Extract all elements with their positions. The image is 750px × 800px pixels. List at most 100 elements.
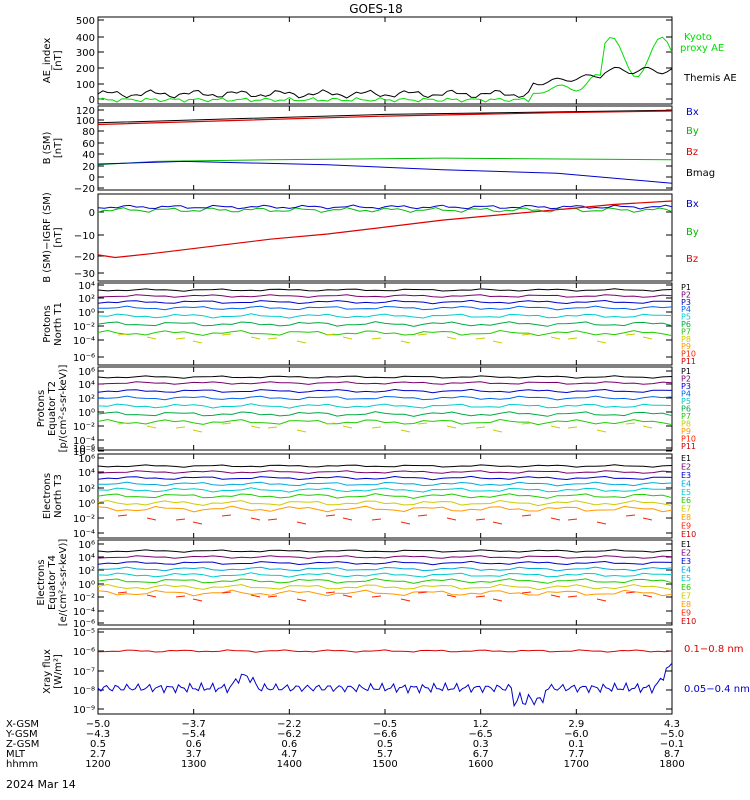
series-dash [625, 422, 636, 425]
y-tick-label: 10⁻⁶ [73, 647, 95, 658]
series-e2 [97, 470, 673, 474]
series-p2 [97, 381, 673, 385]
y-axis-label: [nT] [53, 227, 64, 247]
plot-title: GOES-18 [349, 2, 403, 16]
y-tick-label: 10⁻⁴ [73, 529, 95, 540]
y-tick-label: 0 [89, 95, 95, 106]
y-axis-label: B (SM) [42, 131, 53, 164]
series-dash [417, 422, 428, 425]
series-dash [642, 594, 653, 598]
series-dash [642, 336, 653, 340]
y-tick-label: 400 [76, 33, 95, 44]
series-dash [250, 425, 261, 429]
series-dash [296, 429, 307, 433]
ephem-value: −3.7 [182, 719, 206, 730]
ephem-value: 7.7 [568, 749, 584, 760]
series-dash [567, 426, 578, 429]
series-dash [417, 591, 428, 594]
legend-e9: E9 [681, 522, 691, 531]
series-e4 [98, 566, 673, 572]
panel-et4: 10⁶ 10⁴ 10² 10⁰ 10⁻² 10⁻⁴10⁻⁶ Electrons Equator… [36, 539, 696, 630]
legend-p2: P2 [681, 290, 691, 299]
y-axis-label: [nT] [53, 50, 64, 70]
series-dash [296, 598, 307, 602]
y-tick-label: 10⁴ [78, 380, 95, 391]
series-dash [492, 598, 503, 602]
y-axis-label: Electrons [36, 559, 47, 605]
legend-e4: E4 [681, 479, 691, 488]
series-p3 [97, 388, 673, 394]
ephem-value: 1300 [181, 759, 206, 770]
series-dash [192, 598, 203, 602]
series-dash [475, 426, 486, 429]
series-e2 [97, 555, 673, 559]
legend-p9: P9 [681, 427, 691, 436]
series-dash [625, 514, 636, 517]
y-tick-label: 10⁻² [73, 322, 95, 333]
series-dash [192, 429, 203, 433]
legend-proxy-ae: proxy AE [680, 43, 724, 54]
ephem-value: 1400 [277, 759, 302, 770]
ephem-value: 8.7 [664, 749, 680, 760]
series-dash [325, 333, 336, 336]
series-dash [175, 518, 186, 521]
ephem-value: 2.9 [568, 719, 584, 730]
series-dash [325, 514, 336, 517]
series-dash [492, 429, 503, 433]
y-tick-label: 10⁻⁴ [73, 336, 95, 347]
legend-bx: Bx [686, 107, 699, 118]
series-dash [550, 594, 561, 598]
y-axis-label: [W/m²] [53, 654, 64, 689]
ephem-value: 1700 [564, 759, 589, 770]
y-tick-label: 10⁴ [78, 553, 95, 564]
ephem-value: 5.7 [377, 749, 393, 760]
y-tick-label: 80 [82, 127, 95, 138]
ephem-value: −6.0 [564, 729, 588, 740]
legend-themis-ae: Themis AE [683, 73, 737, 84]
y-tick-label: 10⁰ [78, 499, 95, 510]
y-axis-label: [p/(cm²-s-sr-keV)] [58, 365, 69, 453]
y-tick-label: 10² [78, 394, 95, 405]
y-tick-label: 10⁻⁸ [73, 686, 95, 697]
ephem-label: hhmm [6, 759, 38, 770]
ephem-value: −4.3 [86, 729, 110, 740]
legend-e9: E9 [681, 608, 691, 617]
legend-long: 0.1−0.8 nm [684, 644, 743, 655]
series-dash [625, 333, 636, 336]
legend-e6: E6 [681, 496, 691, 505]
ephem-value: −6.2 [277, 729, 301, 740]
y-axis-label: Electrons [42, 473, 53, 519]
y-tick-label: 10⁻⁷ [73, 667, 95, 678]
y-tick-label: 120 [76, 106, 95, 117]
y-tick-label: 10² [78, 294, 95, 305]
legend-short: 0.05−0.4 nm [684, 684, 750, 695]
y-tick-label: 10⁰ [78, 308, 95, 319]
legend-p11: P11 [681, 442, 696, 451]
series-dash [192, 340, 203, 344]
legend-by: By [686, 126, 699, 137]
series-dash [475, 518, 486, 521]
series-dash [446, 517, 457, 521]
y-axis-label: North T1 [53, 302, 64, 346]
y-axis-label: Protons [36, 390, 47, 427]
ephem-value: −5.0 [660, 729, 684, 740]
series-dash [567, 595, 578, 598]
ephem-value: 4.7 [281, 749, 297, 760]
y-tick-label: 10⁻⁶ [73, 444, 95, 455]
series-dash [296, 521, 307, 525]
y-tick-label: −10 [74, 231, 95, 242]
panel-frame [97, 628, 673, 715]
ephem-value: −5.0 [86, 719, 110, 730]
legend-p11: P11 [681, 357, 696, 366]
y-tick-label: 10² [78, 484, 95, 495]
ephem-value: 0.6 [186, 739, 202, 750]
legend-e8: E8 [681, 513, 691, 522]
legend-bx: Bx [686, 199, 699, 210]
series-e8 [97, 589, 673, 597]
legend-p9: P9 [681, 342, 691, 351]
ephem-value: 1800 [659, 759, 684, 770]
series-p7 [97, 329, 673, 337]
legend-p5: P5 [681, 313, 691, 322]
series-dash [267, 337, 278, 340]
series-bmag [97, 109, 673, 124]
